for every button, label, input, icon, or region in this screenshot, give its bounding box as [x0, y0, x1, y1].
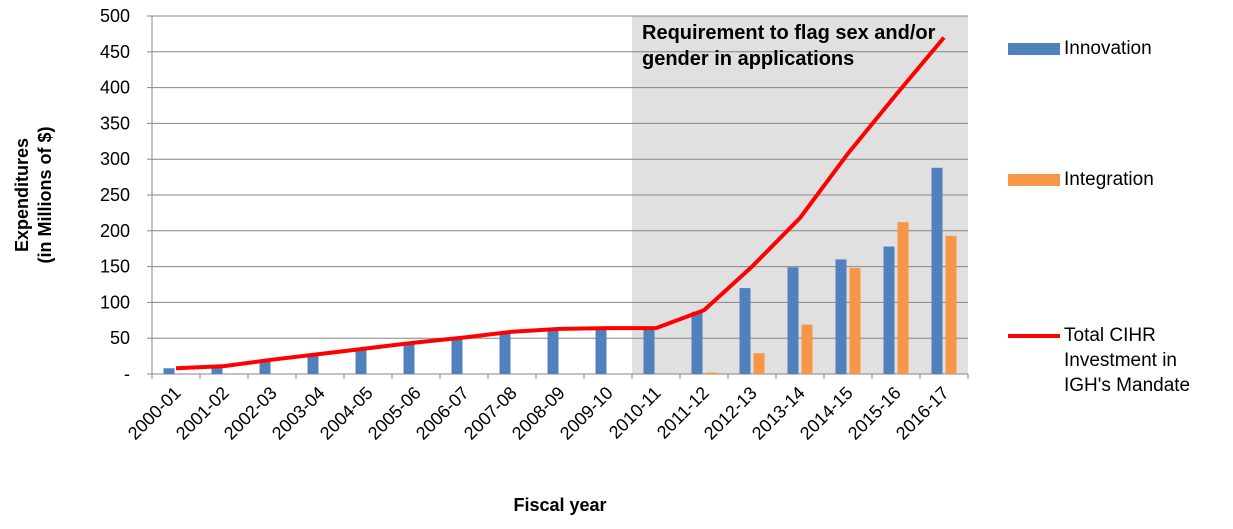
legend-label: Total CIHR Investment in IGH's Mandate	[1064, 325, 1191, 396]
y-tick-label: 300	[100, 149, 130, 169]
bar	[801, 324, 813, 374]
legend-label: Integration	[1064, 169, 1154, 190]
bar	[835, 259, 847, 374]
bar	[643, 328, 655, 374]
annotation: Requirement to flag sex and/or gender in…	[642, 22, 936, 70]
bar	[163, 368, 175, 374]
y-tick-label: 450	[100, 42, 130, 62]
bar	[547, 329, 559, 374]
y-tick-label: 350	[100, 113, 130, 133]
bar	[691, 311, 703, 374]
legend-label: Innovation	[1064, 38, 1152, 59]
bar	[849, 268, 861, 374]
y-axis-title-line: Expenditures	[12, 138, 32, 252]
bar	[595, 328, 607, 374]
y-axis-title: Expenditures (in Millions of $)	[12, 127, 55, 264]
y-axis-title-line: (in Millions of $)	[35, 127, 55, 264]
bar	[931, 167, 943, 374]
y-tick-label: 400	[100, 78, 130, 98]
x-tick-label: 2009-10	[556, 383, 617, 444]
bar	[499, 333, 511, 374]
bar	[211, 367, 223, 374]
y-tick-label: 200	[100, 221, 130, 241]
bar	[259, 361, 271, 374]
bar	[307, 356, 319, 374]
x-tick-label: 2016-17	[892, 383, 953, 444]
y-tick-label: 500	[100, 6, 130, 26]
y-tick-label: 250	[100, 185, 130, 205]
bar	[355, 350, 367, 374]
bar	[787, 267, 799, 374]
y-tick-label: -	[124, 364, 130, 384]
bar	[403, 343, 415, 374]
bar	[945, 235, 957, 374]
bar	[451, 338, 463, 374]
bar	[883, 246, 895, 374]
bar	[739, 288, 751, 374]
line	[175, 36, 946, 371]
x-axis-title: Fiscal year	[513, 495, 606, 515]
y-tick-label: 100	[100, 292, 130, 312]
bar	[753, 353, 765, 374]
y-tick-label: 50	[110, 328, 130, 348]
legend-swatch	[1008, 174, 1060, 186]
y-tick-label: 150	[100, 257, 130, 277]
bar	[705, 372, 717, 374]
x-tick-label: 2010-11	[605, 383, 665, 443]
bar	[897, 222, 909, 374]
legend-swatch	[1008, 43, 1060, 55]
